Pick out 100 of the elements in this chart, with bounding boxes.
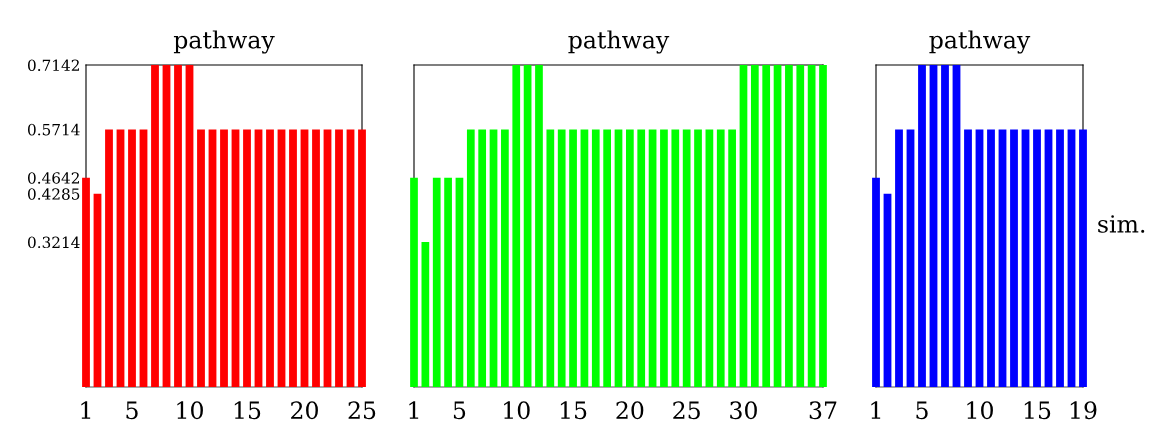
bar bbox=[1033, 129, 1041, 387]
x-tick-label: 25 bbox=[348, 401, 376, 420]
bar bbox=[489, 129, 498, 387]
bar bbox=[998, 129, 1007, 387]
bar bbox=[872, 177, 880, 387]
bar bbox=[918, 65, 926, 387]
bar bbox=[335, 129, 343, 387]
bar bbox=[739, 65, 748, 387]
x-tick-label: 30 bbox=[730, 401, 757, 420]
bar bbox=[975, 129, 984, 387]
y-tick-label: 0.4642 bbox=[27, 172, 79, 184]
bar bbox=[895, 129, 903, 387]
x-tick-label: 20 bbox=[291, 401, 318, 420]
bar bbox=[105, 129, 113, 387]
x-tick-label: 37 bbox=[809, 401, 837, 420]
bar bbox=[1067, 129, 1076, 387]
bar bbox=[682, 129, 691, 387]
bar bbox=[1010, 129, 1018, 387]
x-tick-label: 1 bbox=[81, 401, 91, 419]
bar bbox=[785, 65, 793, 387]
bar bbox=[455, 177, 464, 387]
bar bbox=[312, 129, 320, 387]
bar bbox=[762, 65, 771, 387]
y-tick-label: 0.5714 bbox=[27, 123, 80, 136]
x-tick-label: 1 bbox=[409, 401, 419, 419]
bar bbox=[139, 129, 148, 387]
bar bbox=[444, 177, 452, 387]
bar bbox=[277, 129, 286, 387]
bar bbox=[1056, 129, 1064, 387]
bar bbox=[671, 129, 680, 387]
bar bbox=[637, 129, 646, 387]
bar bbox=[523, 65, 532, 387]
bar bbox=[591, 129, 600, 387]
x-tick-label: 15 bbox=[234, 401, 261, 420]
bar bbox=[346, 129, 355, 387]
bar bbox=[231, 129, 240, 387]
x-tick-label: 10 bbox=[504, 401, 530, 420]
x-tick-label: 1 bbox=[871, 401, 881, 419]
bar bbox=[220, 129, 228, 387]
chart-title: pathway bbox=[173, 30, 275, 54]
x-tick-label: 15 bbox=[1024, 401, 1051, 420]
bar bbox=[254, 129, 263, 387]
bar bbox=[1079, 129, 1087, 387]
bar bbox=[929, 65, 938, 387]
bar bbox=[546, 129, 555, 387]
bar bbox=[512, 65, 521, 387]
bar bbox=[1044, 129, 1053, 387]
bar bbox=[300, 129, 309, 387]
bar bbox=[323, 129, 332, 387]
bar bbox=[906, 129, 915, 387]
bar bbox=[603, 129, 611, 387]
bar bbox=[964, 129, 972, 387]
bar bbox=[648, 129, 657, 387]
y-tick-label: 0.7142 bbox=[27, 59, 79, 72]
bar bbox=[750, 65, 759, 387]
y-tick-label: 0.3214 bbox=[27, 236, 80, 249]
bar bbox=[197, 129, 205, 387]
x-tick-label: 15 bbox=[560, 401, 587, 420]
bar bbox=[705, 129, 714, 387]
bar bbox=[660, 129, 668, 387]
x-tick-label: 5 bbox=[453, 401, 466, 420]
x-tick-label: 19 bbox=[1070, 401, 1097, 420]
x-tick-label: 20 bbox=[616, 401, 644, 420]
bar bbox=[266, 129, 274, 387]
bar bbox=[432, 177, 441, 387]
bar bbox=[557, 129, 566, 387]
bar bbox=[151, 65, 159, 387]
bar bbox=[941, 65, 949, 387]
y-tick-label: 0.4285 bbox=[27, 188, 80, 200]
x-tick-label: 5 bbox=[916, 401, 928, 420]
bar bbox=[569, 129, 577, 387]
chart-title: pathway bbox=[568, 30, 670, 54]
bar bbox=[289, 129, 297, 387]
x-tick-label: 10 bbox=[177, 401, 203, 420]
x-tick-label: 5 bbox=[126, 401, 138, 420]
bar bbox=[410, 177, 418, 387]
y-axis-title: sim. bbox=[1098, 215, 1145, 233]
bar bbox=[162, 65, 171, 387]
bar bbox=[501, 129, 509, 387]
bar bbox=[243, 129, 251, 387]
bar bbox=[716, 129, 725, 387]
bar bbox=[626, 129, 634, 387]
bar bbox=[116, 129, 125, 387]
bar bbox=[580, 129, 589, 387]
bar bbox=[773, 65, 782, 387]
bar bbox=[796, 65, 805, 387]
bar bbox=[614, 129, 623, 387]
chart-title: pathway bbox=[929, 30, 1031, 54]
bar bbox=[535, 65, 543, 387]
bar bbox=[1021, 129, 1030, 387]
bar bbox=[694, 129, 702, 387]
bar bbox=[128, 129, 136, 387]
bar bbox=[728, 129, 736, 387]
bar bbox=[987, 129, 995, 387]
bar bbox=[466, 129, 475, 387]
bar bbox=[952, 65, 961, 387]
bar bbox=[807, 65, 816, 387]
bar bbox=[82, 177, 90, 387]
bar bbox=[358, 129, 366, 387]
x-tick-label: 10 bbox=[967, 401, 993, 420]
